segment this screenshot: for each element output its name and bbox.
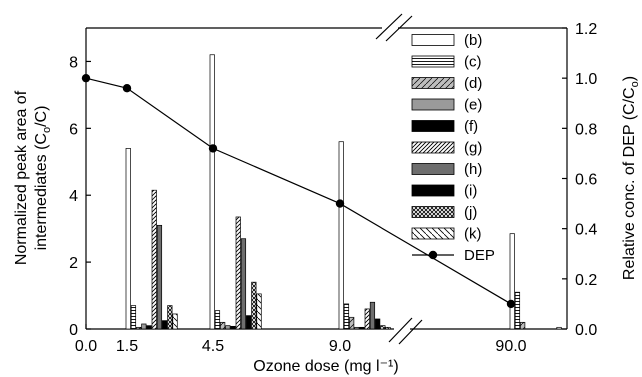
bar-d-90.0 [520,321,526,330]
right-y-tick-label: 0.2 [575,272,597,289]
bar-h-4.5 [240,238,247,330]
legend-swatch-f [411,120,455,132]
bottom-break-mark-1 [388,317,413,343]
x-ticks: 0.0 1.5 4.5 9.0 90.0 [75,324,527,355]
bar-f-9.0 [359,326,365,330]
bar-h-9.0 [369,301,376,330]
dep-point-4.5 [208,144,218,153]
legend-label-h: (h) [464,161,482,178]
dep-point-1.5 [122,84,132,93]
legend-label-e: (e) [464,97,482,114]
legend-swatch-d [411,77,455,89]
x-tick-label: 90.0 [495,338,526,355]
bottom-break-mark-2 [398,319,423,345]
legend-swatch-dep-marker [428,250,438,260]
legend-label-dep: DEP [464,247,495,264]
bar-d-1.5 [136,326,142,330]
bar-j-9.0 [380,325,386,330]
bar-h-1.5 [156,224,163,330]
bar-f-1.5 [146,325,152,330]
x-tick-label: 1.5 [116,338,138,355]
right-y-axis-title: Relative conc. of DEP (C/Co) [621,76,641,280]
bar-b-4.5 [209,54,215,330]
dep-point-0.0 [81,73,91,83]
right-y-tick-label: 0.4 [575,222,597,239]
bar-c-9.0 [343,303,350,330]
top-break-mark-2 [385,15,413,42]
legend-label-j: (j) [464,204,477,221]
bar-e-9.0 [354,326,360,330]
left-y-tick-label: 6 [69,121,78,138]
dep-point-90.0 [506,299,516,309]
bar-e-4.5 [225,325,231,330]
right-y-tick-label: 1.0 [575,71,597,88]
bar-k-1.5 [172,313,178,330]
bar-e-1.5 [141,323,147,330]
bar-k-9.0 [385,326,391,330]
legend-swatch-b [411,34,455,46]
legend-swatch-i [411,184,455,197]
left-y-title-line2: intermediates (Co/C) [33,106,53,251]
x-axis-title: Ozone dose (mg l⁻¹) [253,358,398,375]
bar-g-1.5 [151,189,157,330]
left-y-tick-label: 2 [69,255,78,272]
legend-swatch-j [411,206,455,218]
bar-g-9.0 [364,308,370,330]
bar-d-4.5 [220,321,226,330]
bar-j-4.5 [251,281,257,330]
right-y-tick-label: 0.0 [575,322,597,339]
bar-b-1.5 [125,148,131,330]
left-y-tick-label: 8 [69,54,78,71]
bar-c-1.5 [130,305,137,330]
bar-k-90.0 [556,326,562,330]
legend-swatch-c [411,55,455,68]
left-y-tick-label: 4 [69,188,78,205]
top-break-mark-1 [375,13,403,40]
bar-f-4.5 [230,325,236,330]
x-tick-label: 4.5 [202,338,224,355]
bar-c-90.0 [514,291,521,330]
left-y-axis-title: Normalized peak area of intermediates (C… [13,90,53,265]
legend: (b) (c) (d) (e) (f) (g) (h) (i) (j) (k) DEP [411,32,495,264]
left-y-tick-label: 0 [69,322,78,339]
left-y-ticks: 0 2 4 6 8 [69,54,91,339]
bar-i-9.0 [375,318,381,330]
legend-swatch-k [411,227,455,240]
bar-k-4.5 [256,293,262,330]
legend-label-c: (c) [464,54,482,71]
bar-b-90.0 [509,233,515,330]
left-y-title-line1: Normalized peak area of [13,90,30,265]
legend-label-f: (f) [464,118,478,135]
legend-label-k: (k) [464,226,482,243]
bar-g-4.5 [235,216,241,330]
legend-label-d: (d) [464,75,482,92]
right-y-title: Relative conc. of DEP (C/Co) [621,76,641,280]
legend-label-g: (g) [464,140,482,157]
bar-i-1.5 [162,320,168,330]
x-tick-label: 9.0 [329,338,351,355]
bar-i-4.5 [246,315,252,330]
bars [125,54,562,330]
legend-label-i: (i) [464,183,477,200]
axis-break-marks [375,13,423,345]
dep-point-9.0 [335,199,345,208]
legend-swatch-e [411,98,455,111]
bar-b-9.0 [338,141,344,330]
x-tick-label: 0.0 [75,338,97,355]
legend-swatch-g [411,141,455,154]
legend-label-b: (b) [464,32,482,49]
right-y-tick-label: 0.8 [575,121,597,138]
right-y-tick-label: 1.2 [575,21,597,38]
dep-line [81,73,516,309]
right-y-tick-label: 0.6 [575,172,597,189]
right-y-ticks: 0.0 0.2 0.4 0.6 0.8 1.0 1.2 [562,21,597,339]
legend-swatch-h [411,163,455,175]
bar-c-4.5 [214,310,221,330]
bar-d-9.0 [349,316,355,330]
bar-j-1.5 [167,305,173,330]
